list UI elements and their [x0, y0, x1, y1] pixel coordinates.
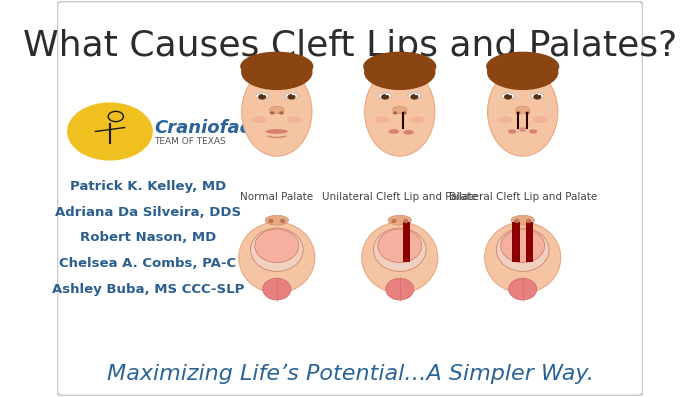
Ellipse shape	[515, 106, 530, 114]
Text: What Causes Cleft Lips and Palates?: What Causes Cleft Lips and Palates?	[23, 29, 677, 63]
Ellipse shape	[393, 106, 407, 114]
Ellipse shape	[487, 55, 559, 90]
Ellipse shape	[280, 219, 286, 223]
Circle shape	[402, 112, 407, 114]
Ellipse shape	[265, 215, 288, 225]
Circle shape	[279, 112, 284, 114]
Ellipse shape	[498, 116, 512, 123]
Ellipse shape	[403, 219, 408, 223]
Circle shape	[381, 94, 389, 100]
Ellipse shape	[511, 215, 534, 225]
Ellipse shape	[379, 93, 391, 99]
Text: Chelsea A. Combs, PA-C: Chelsea A. Combs, PA-C	[60, 257, 237, 270]
Circle shape	[410, 94, 419, 100]
Ellipse shape	[514, 219, 519, 223]
Ellipse shape	[519, 127, 526, 132]
FancyBboxPatch shape	[57, 1, 643, 396]
Polygon shape	[512, 222, 520, 262]
Circle shape	[292, 94, 295, 95]
Ellipse shape	[388, 215, 412, 225]
Ellipse shape	[252, 116, 267, 123]
Ellipse shape	[403, 130, 414, 135]
Ellipse shape	[502, 93, 514, 99]
Circle shape	[288, 94, 295, 100]
Circle shape	[516, 112, 520, 114]
Ellipse shape	[240, 52, 314, 81]
Ellipse shape	[285, 93, 298, 99]
Text: Normal Palate: Normal Palate	[240, 191, 314, 202]
Text: Patrick K. Kelley, MD: Patrick K. Kelley, MD	[70, 180, 226, 193]
Text: Adriana Da Silveira, DDS: Adriana Da Silveira, DDS	[55, 206, 241, 219]
Ellipse shape	[256, 93, 269, 99]
Circle shape	[525, 112, 530, 114]
Text: Robert Nason, MD: Robert Nason, MD	[80, 231, 216, 245]
Ellipse shape	[389, 129, 399, 134]
Ellipse shape	[364, 55, 435, 90]
Ellipse shape	[531, 93, 544, 99]
Ellipse shape	[268, 219, 274, 223]
Ellipse shape	[239, 222, 315, 293]
Ellipse shape	[262, 278, 291, 300]
Polygon shape	[402, 222, 410, 262]
Ellipse shape	[255, 229, 299, 262]
Circle shape	[270, 112, 274, 114]
Ellipse shape	[408, 93, 421, 99]
Polygon shape	[526, 222, 533, 262]
Circle shape	[538, 94, 540, 95]
Ellipse shape	[270, 106, 284, 114]
Circle shape	[415, 94, 417, 95]
Circle shape	[504, 94, 512, 100]
Circle shape	[262, 94, 265, 95]
Circle shape	[68, 103, 152, 160]
Ellipse shape	[378, 229, 421, 262]
Ellipse shape	[508, 129, 517, 134]
Ellipse shape	[509, 278, 537, 300]
Ellipse shape	[386, 278, 414, 300]
Text: Craniofacial: Craniofacial	[154, 119, 274, 137]
Circle shape	[533, 94, 541, 100]
Ellipse shape	[484, 222, 561, 293]
Ellipse shape	[410, 116, 425, 123]
Text: Ashley Buba, MS CCC-SLP: Ashley Buba, MS CCC-SLP	[52, 283, 244, 296]
Ellipse shape	[287, 116, 302, 123]
Ellipse shape	[373, 228, 426, 272]
Ellipse shape	[251, 228, 303, 272]
Ellipse shape	[533, 116, 547, 123]
Text: Bilateral Cleft Lip and Palate: Bilateral Cleft Lip and Palate	[449, 191, 597, 202]
Ellipse shape	[486, 52, 559, 81]
Ellipse shape	[365, 67, 435, 156]
Ellipse shape	[526, 219, 531, 223]
Text: Maximizing Life’s Potential…A Simpler Way.: Maximizing Life’s Potential…A Simpler Wa…	[106, 364, 594, 384]
Text: TEAM OF TEXAS: TEAM OF TEXAS	[154, 137, 225, 146]
Ellipse shape	[266, 129, 288, 134]
Ellipse shape	[363, 52, 436, 81]
Ellipse shape	[241, 55, 312, 90]
Ellipse shape	[496, 228, 549, 272]
Circle shape	[509, 94, 511, 95]
Text: Unilateral Cleft Lip and Palate: Unilateral Cleft Lip and Palate	[322, 191, 477, 202]
Circle shape	[386, 94, 388, 95]
Ellipse shape	[500, 229, 545, 262]
Ellipse shape	[488, 67, 558, 156]
Ellipse shape	[375, 116, 389, 123]
Circle shape	[258, 94, 266, 100]
Ellipse shape	[241, 67, 312, 156]
Circle shape	[393, 112, 398, 114]
Ellipse shape	[391, 219, 396, 223]
Ellipse shape	[362, 222, 438, 293]
Ellipse shape	[529, 129, 538, 134]
